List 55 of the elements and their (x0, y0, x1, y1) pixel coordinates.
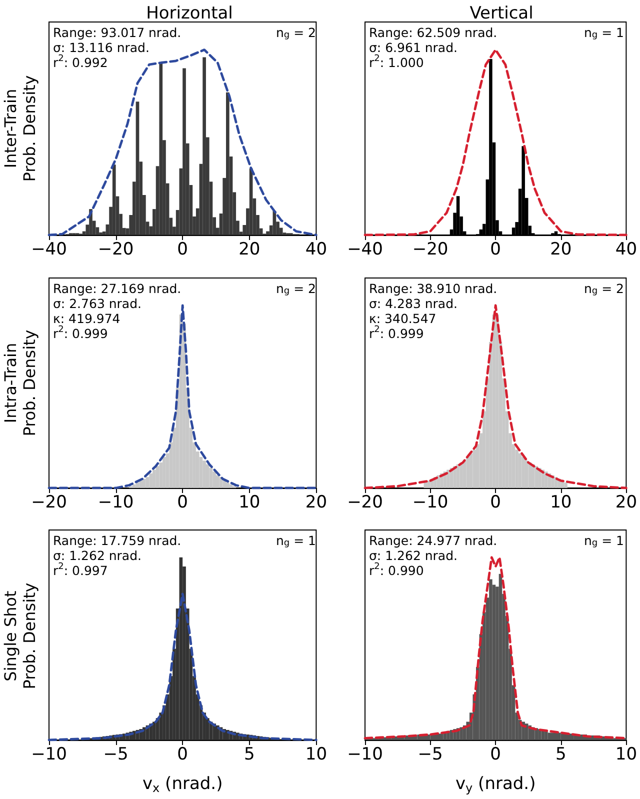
x-tick-label: −20 (347, 492, 383, 512)
x-tick-label: 20 (615, 492, 638, 512)
annotation: σ: 1.262 nrad. (369, 548, 458, 563)
annotation: σ: 2.763 nrad. (53, 296, 142, 311)
annotation: κ: 419.974 (53, 311, 120, 326)
text: Range: 27.169 nrad. (53, 281, 182, 296)
x-tick-label: 20 (550, 240, 572, 260)
y-axis-title: Inter-Train Prob. Density (1, 75, 39, 182)
text: Range: 62.509 nrad. (369, 25, 498, 40)
x-tick-label: −5 (103, 744, 128, 764)
x-tick-label: 0 (490, 492, 502, 512)
chart-title: Vertical (470, 4, 534, 24)
x-tick-label: −20 (412, 240, 448, 260)
x-tick-label: −10 (98, 492, 134, 512)
x-tick-label: 0 (177, 240, 188, 260)
x-tick-label: −20 (98, 240, 134, 260)
x-tick-label: 0 (177, 492, 188, 512)
annotation: σ: 6.961 nrad. (369, 40, 458, 55)
x-tick-label: 40 (615, 240, 638, 260)
x-tick-label: 0 (490, 744, 502, 764)
x-tick-label: 10 (550, 492, 572, 512)
text: ng = 2 (276, 25, 316, 40)
x-tick-label: 10 (238, 492, 260, 512)
text: Range: 24.977 nrad. (369, 533, 498, 548)
text: ng = 1 (584, 25, 624, 40)
text: ng = 2 (276, 281, 316, 296)
chart-title: Horizontal (146, 4, 233, 24)
text: Range: 17.759 nrad. (53, 533, 182, 548)
x-tick-label: −40 (347, 240, 383, 260)
x-tick-label: 20 (238, 240, 260, 260)
text: Range: 93.017 nrad. (53, 25, 182, 40)
x-tick-label: 10 (615, 744, 638, 764)
x-tick-label: 10 (305, 744, 328, 764)
text: Range: 38.910 nrad. (369, 281, 498, 296)
x-tick-label: 40 (305, 240, 328, 260)
x-tick-label: 5 (244, 744, 255, 764)
annotation: κ: 340.547 (369, 311, 436, 326)
x-tick-label: −10 (31, 744, 67, 764)
x-tick-label: 5 (555, 744, 566, 764)
y-axis-title: Intra-Train Prob. Density (1, 330, 39, 436)
text: ng = 1 (276, 533, 316, 548)
annotation: σ: 13.116 nrad. (53, 40, 150, 55)
y-axis-title: Single Shot Prob. Density (1, 582, 39, 690)
annotation: σ: 4.283 nrad. (369, 296, 458, 311)
annotation: σ: 1.262 nrad. (53, 548, 142, 563)
x-tick-label: −5 (418, 744, 443, 764)
text: ng = 2 (584, 281, 624, 296)
x-tick-label: −10 (412, 492, 448, 512)
text: ng = 1 (584, 533, 624, 548)
x-tick-label: 0 (177, 744, 188, 764)
x-tick-label: −20 (31, 492, 67, 512)
x-tick-label: −10 (347, 744, 383, 764)
x-tick-label: 20 (305, 492, 328, 512)
x-tick-label: −40 (31, 240, 67, 260)
x-tick-label: 0 (490, 240, 502, 260)
